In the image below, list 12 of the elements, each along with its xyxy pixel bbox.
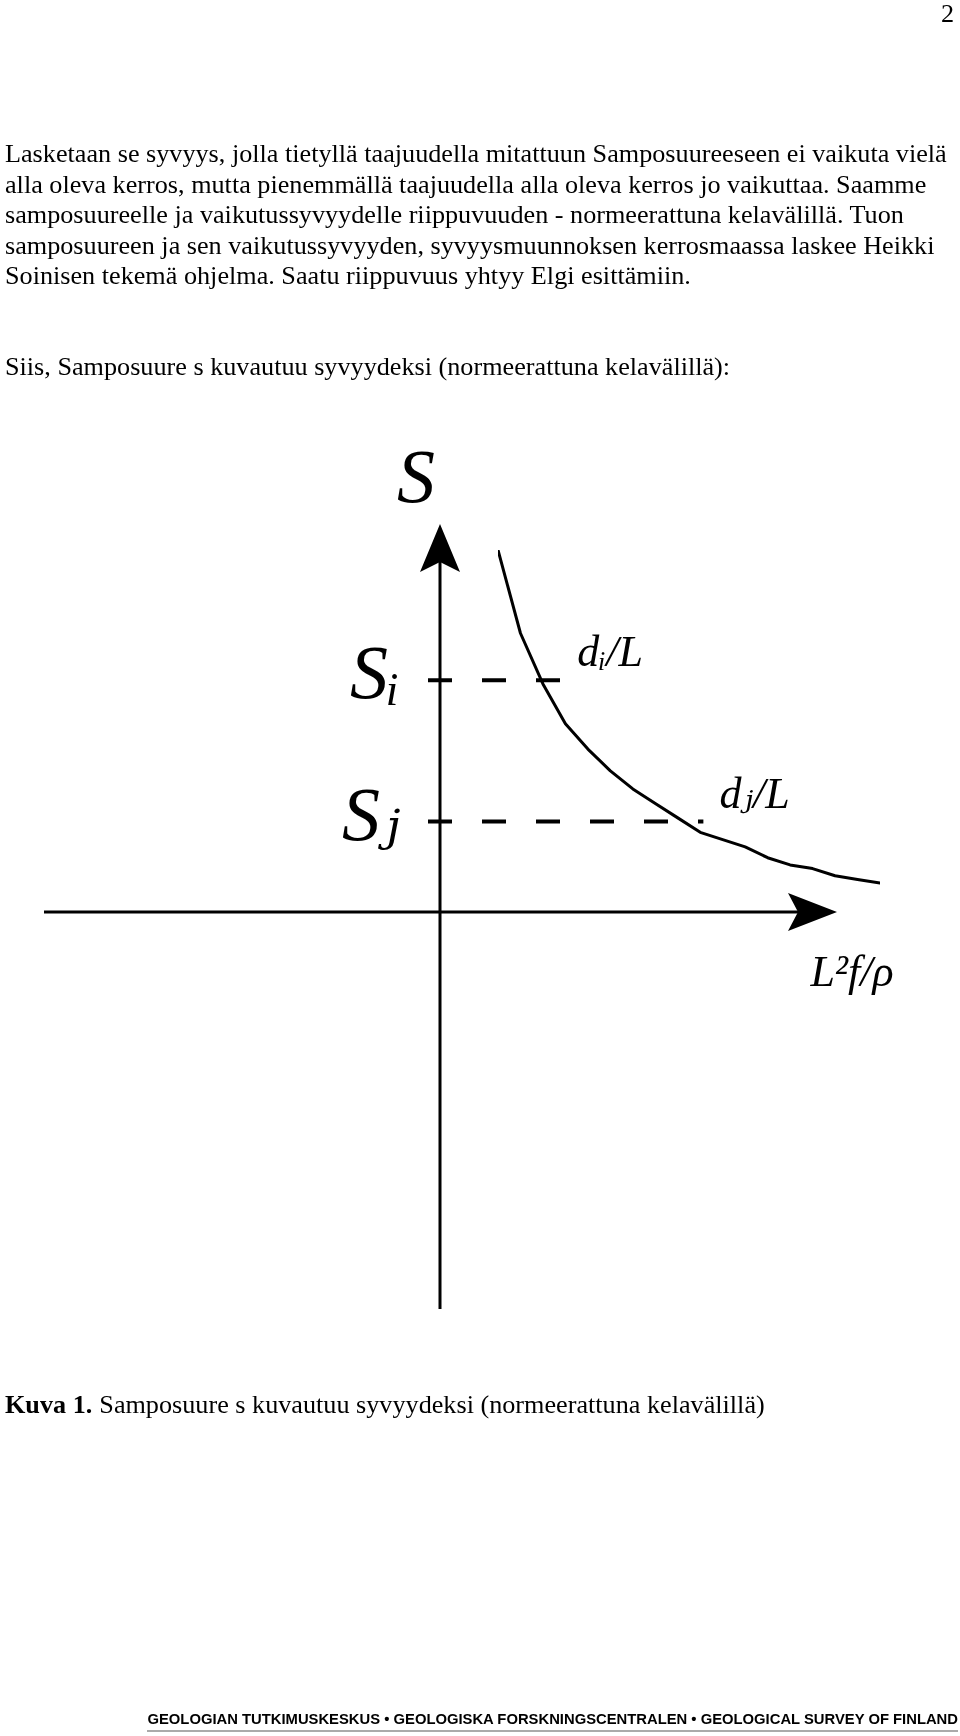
y-axis-title: S [397, 434, 435, 518]
x-axis-title: L²f/ρ [809, 947, 894, 996]
text: Siis, Samposuure s kuvautuu syvyydeksi (normeerattuna kelavälillä): [5, 352, 732, 383]
ref-line-label: Sᵢ [349, 630, 400, 715]
text: 2 [940, 0, 954, 28]
text: Lasketaan se syvyys, jolla tietyllä taajuudella mitattuun Samposuureeseen ei vaikuta vielä alla oleva kerros, mutta pienemmällä taajuudella alla oleva kerros jo vaikuttaa. Saamme samposuureelle ja vaikutussyvyydelle riippuvuuden - normeerattuna kelavälillä. Tuon samposuureen ja sen vaikutussyvyyden, syvyysmuunnoksen kerrosmaassa laskee Heikki Soinisen tekemä ohjelma. Saatu riippuvuus yhtyy Elgi esittämiin. [5, 139, 948, 292]
text: Samposuure s kuvautuu syvyydeksi (normeerattuna kelavälillä) [99, 1390, 765, 1419]
annotation: dⱼ/L [719, 768, 790, 818]
annotation: dᵢ/L [577, 627, 643, 677]
text: Kuva 1. [5, 1390, 93, 1419]
text: GEOLOGIAN TUTKIMUSKESKUS • GEOLOGISKA FORSKNINGSCENTRALEN • GEOLOGICAL SURVEY OF FINLAND [147, 1710, 958, 1732]
ref-line-label: Sⱼ [341, 771, 400, 856]
